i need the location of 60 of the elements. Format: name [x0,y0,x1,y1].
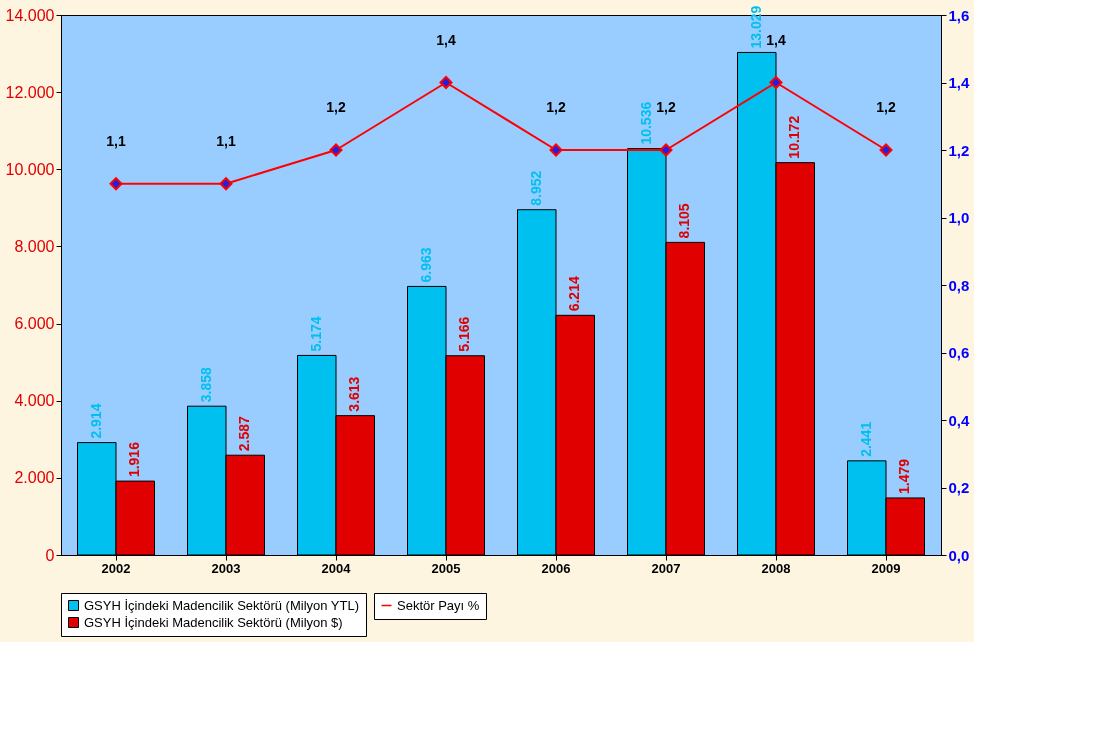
x-tick-label: 2009 [871,560,901,576]
data-label: 1,4 [766,31,786,48]
y2-tick-label: 0,2 [948,479,970,496]
x-tick-label: 2007 [651,560,681,576]
x-tick-label: 2002 [101,560,131,576]
y-tick-label: 12.000 [5,83,55,101]
data-label: 10.536 [637,101,654,145]
data-label: 1,4 [436,31,456,48]
data-label: 1,2 [546,99,566,115]
data-label: 5.166 [456,316,473,352]
y-tick-label: 4.000 [14,392,55,410]
data-label: 1,2 [656,99,676,115]
y2-tick-label: 1,0 [948,209,970,226]
y2-tick-label: 0,6 [948,344,970,361]
data-label: 8.952 [527,170,544,206]
legend-label: GSYH İçindeki Madencilik Sektörü (Milyon YTL) [84,597,360,613]
y-tick-label: 6.000 [14,315,55,333]
x-tick-label: 2006 [541,560,571,576]
legend-label: GSYH İçindeki Madencilik Sektörü (Milyon $) [84,614,343,630]
data-label: 6.214 [566,276,583,312]
point [329,143,343,157]
data-label: 1.479 [896,458,913,494]
data-label: 2.587 [236,415,253,452]
point [659,143,673,157]
point [769,76,783,89]
y2-tick-label: 0,0 [948,546,970,564]
point [109,177,123,191]
data-label: 2.914 [87,403,104,439]
y-tick-label: 14.000 [5,6,55,24]
x-tick-label: 2008 [761,560,791,576]
data-label: 1,1 [216,132,236,149]
point [879,143,893,157]
y-tick-label: 2.000 [14,469,55,487]
data-label: 1,1 [106,132,126,149]
data-label: 13.029 [747,5,764,49]
data-label: 1,2 [876,99,896,115]
data-label: 1,2 [326,99,346,115]
y-tick-label: 0 [45,546,55,564]
y2-tick-label: 0,8 [948,276,970,294]
y2-tick-label: 1,4 [948,74,971,91]
x-tick-label: 2005 [431,560,461,576]
data-label: 8.105 [676,203,693,239]
point [439,76,453,89]
point [219,177,233,191]
data-label: 5.174 [307,316,324,352]
y2-tick-label: 1,2 [948,141,970,159]
x-tick-label: 2004 [321,560,352,576]
y2-tick-label: 1,6 [948,6,970,24]
data-label: 3.858 [197,366,214,403]
y2-tick-label: 0,4 [948,411,971,429]
x-tick-label: 2003 [211,560,241,576]
data-label: 3.613 [346,376,363,412]
y-tick-label: 10.000 [5,160,55,178]
point [549,143,563,157]
data-label: 2.441 [857,421,874,457]
data-label: 10.172 [786,115,803,159]
data-label: 1.916 [126,441,143,478]
data-label: 6.963 [417,247,434,283]
y-tick-label: 8.000 [14,237,55,255]
legend-label: Sektör Payı % [397,597,480,613]
